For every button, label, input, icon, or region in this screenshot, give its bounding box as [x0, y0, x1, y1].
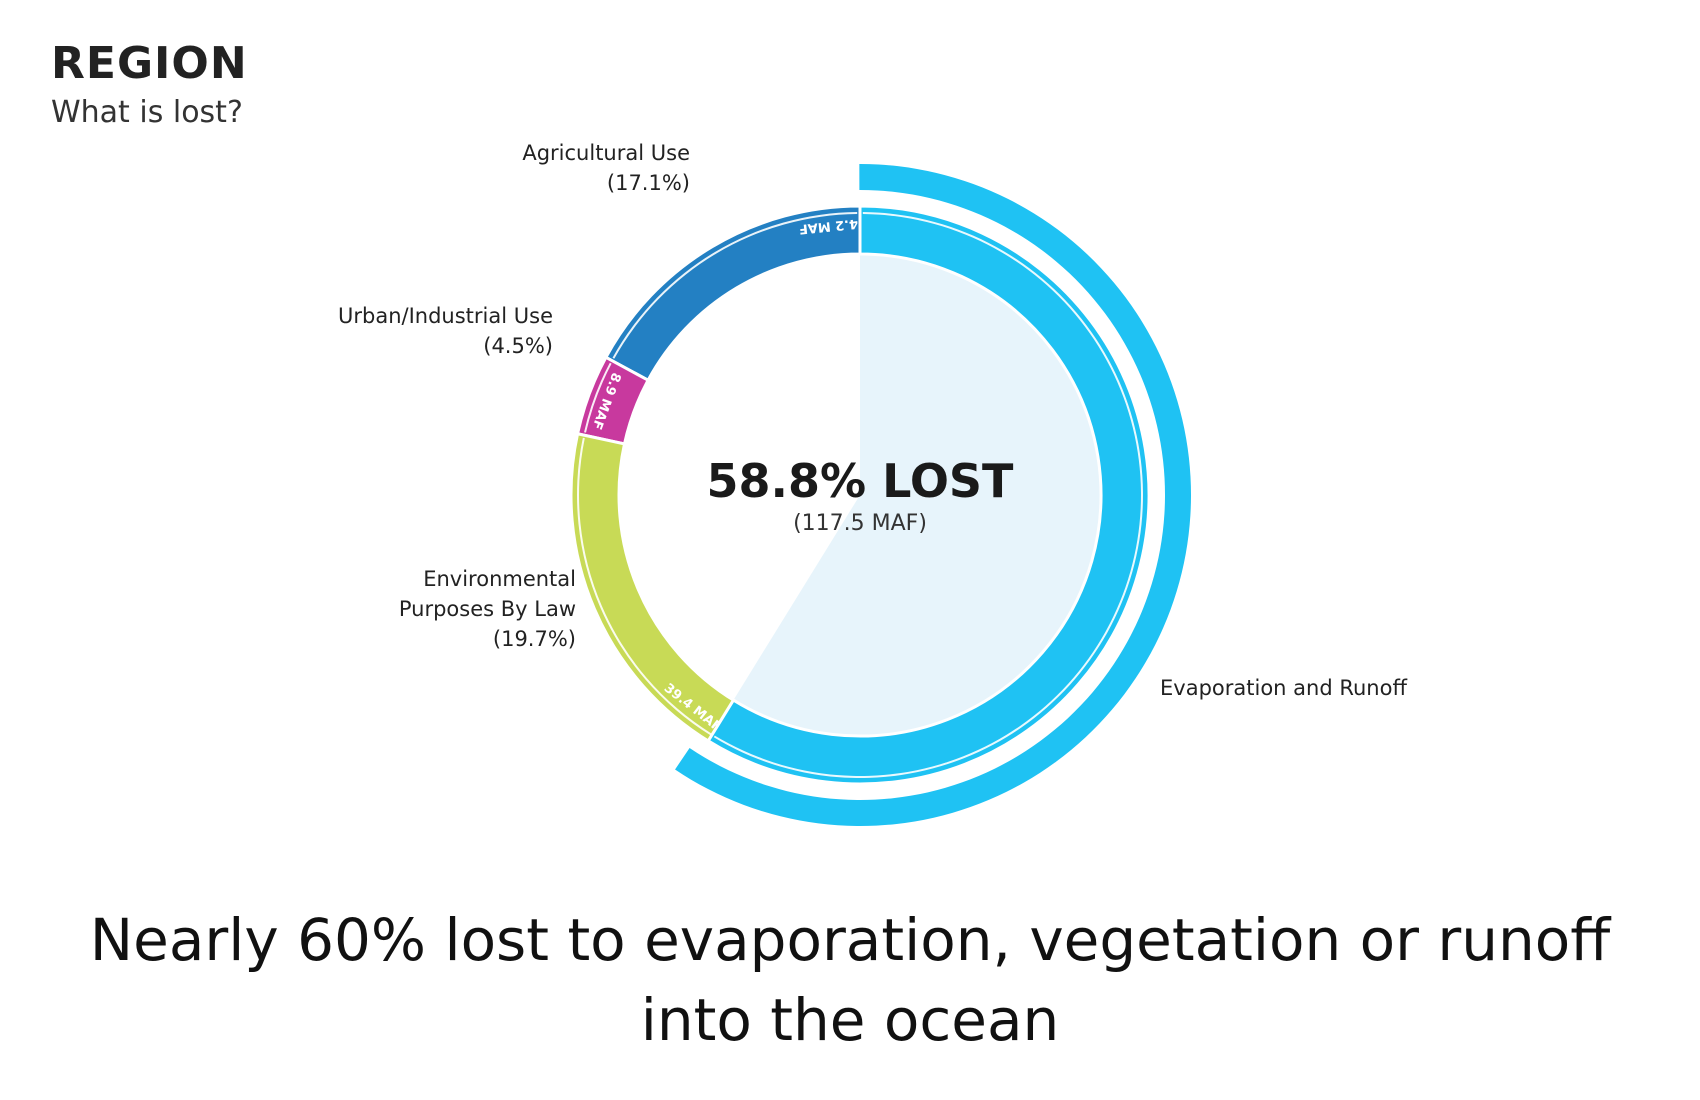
caption-line-2: into the ocean — [640, 986, 1060, 1054]
slice-environmental-purposes-by-law — [569, 431, 737, 744]
slice-urban-industrial-use — [575, 355, 651, 446]
percent-label-agricultural-use: (17.1%) — [607, 171, 690, 195]
chart-title: REGION — [51, 38, 248, 89]
slice-rule-urban-industrial-use — [584, 362, 612, 433]
lost-fill-sector — [733, 254, 1101, 736]
percent-label-urban-industrial-use: (4.5%) — [483, 334, 553, 358]
category-label-environmental-purposes-by-law-1: Purposes By Law — [399, 597, 576, 621]
chart-subtitle: What is lost? — [51, 95, 243, 130]
center-subline: (117.5 MAF) — [793, 511, 927, 536]
slice-rule-environmental-purposes-by-law — [577, 437, 712, 736]
caption-line-1: Nearly 60% lost to evaporation, vegetati… — [89, 906, 1611, 974]
value-label-agricultural-use: 34.2 MAF — [798, 214, 868, 236]
chart-header: REGION What is lost? — [51, 42, 248, 128]
category-label-environmental-purposes-by-law-0: Environmental — [423, 567, 576, 591]
category-label-urban-industrial-use-0: Urban/Industrial Use — [338, 304, 553, 328]
chart-caption: Nearly 60% lost to evaporation, vegetati… — [0, 900, 1700, 1060]
center-headline: 58.8% LOST — [707, 454, 1015, 508]
category-label-evaporation-and-runoff: Evaporation and Runoff — [1160, 676, 1407, 700]
slice-rule-agricultural-use — [612, 212, 858, 359]
percent-label-environmental-purposes-by-law: (19.7%) — [493, 627, 576, 651]
category-label-agricultural-use-0: Agricultural Use — [522, 141, 690, 165]
slice-evaporation-and-runoff — [706, 204, 1151, 786]
